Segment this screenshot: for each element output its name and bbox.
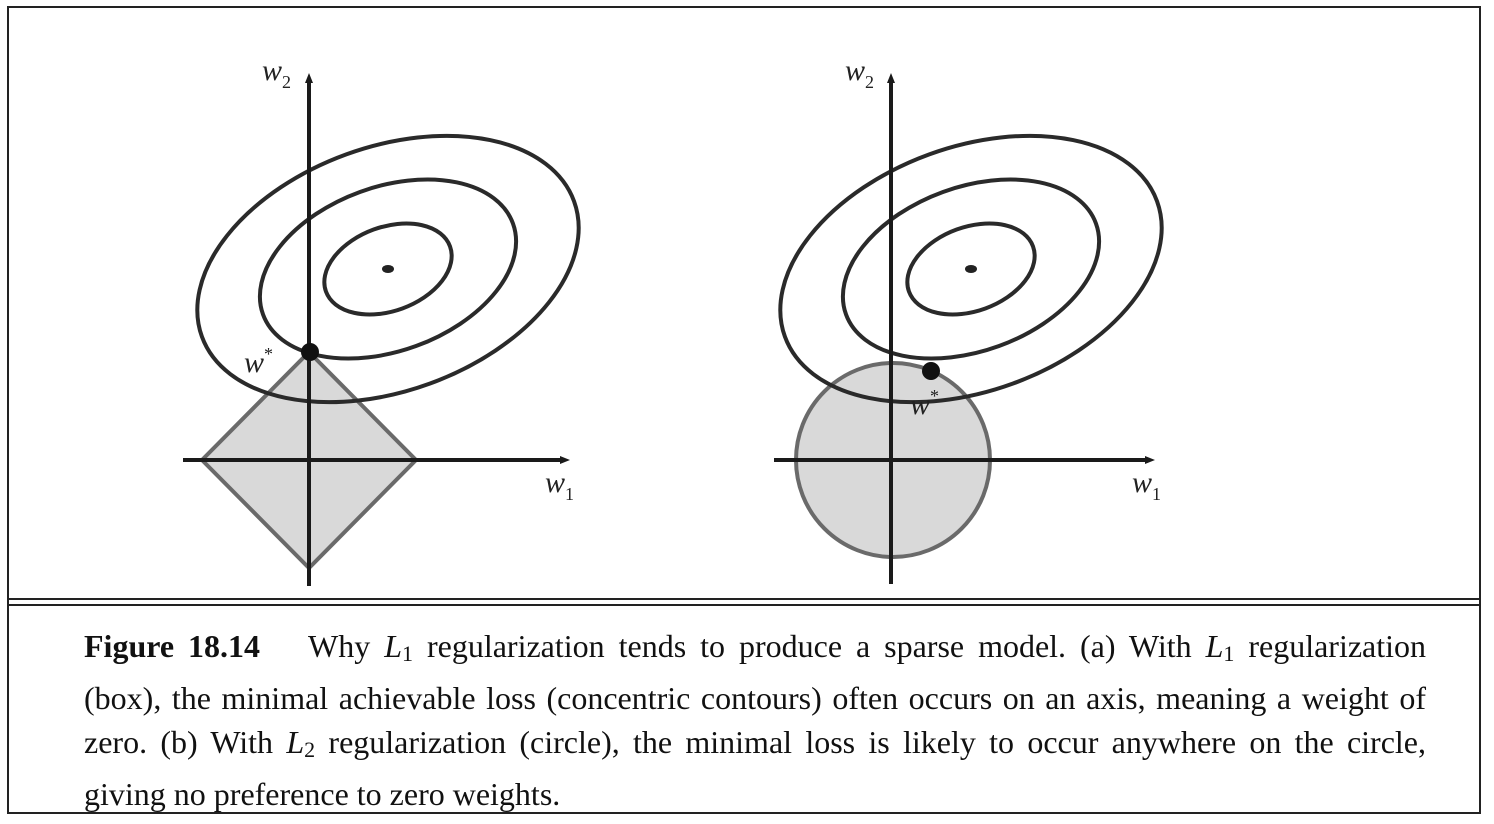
loss-minimum-point bbox=[382, 265, 394, 273]
optimum-point-a bbox=[301, 343, 319, 361]
x-axis-label-b: w1 bbox=[1132, 466, 1161, 504]
loss-contours-a bbox=[195, 133, 581, 405]
x-axis-label-a: w1 bbox=[545, 466, 574, 504]
caption-text-3: regularization (box), the minimal achiev… bbox=[84, 628, 1427, 760]
y-axis-label-b: w2 bbox=[845, 54, 874, 92]
l1-symbol-2: L1 bbox=[1205, 628, 1235, 666]
optimum-label-a: w* bbox=[244, 344, 273, 379]
caption-rule-top bbox=[7, 598, 1481, 600]
contour-inner bbox=[322, 221, 454, 317]
loss-contours-b bbox=[778, 133, 1164, 405]
contour-outer bbox=[778, 133, 1164, 405]
caption-text-4: regularization (circle), the minimal los… bbox=[84, 724, 1427, 812]
l2-symbol: L2 bbox=[286, 724, 316, 762]
figure-caption: Figure 18.14 Why L1 regularization tends … bbox=[84, 624, 1426, 816]
caption-text-2: regularization tends to produce a sparse… bbox=[413, 628, 1206, 664]
caption-text-1: Why bbox=[308, 628, 385, 664]
figure-diagram: w1 w2 w* w1 w2 w* bbox=[183, 54, 1164, 586]
optimum-point-b bbox=[922, 362, 940, 380]
contour-outer bbox=[195, 133, 581, 405]
panel-b: w1 w2 w* bbox=[774, 54, 1164, 584]
l1-symbol: L1 bbox=[384, 628, 413, 666]
figure-number: Figure 18.14 bbox=[84, 628, 261, 664]
optimum-label-b: w* bbox=[910, 386, 939, 421]
contour-middle bbox=[257, 177, 519, 361]
contour-middle bbox=[840, 177, 1102, 361]
panel-a: w1 w2 w* bbox=[183, 54, 581, 586]
y-axis-label-a: w2 bbox=[262, 54, 291, 92]
loss-minimum-point bbox=[965, 265, 977, 273]
caption-rule-bottom bbox=[7, 604, 1481, 606]
figure-frame bbox=[7, 6, 1481, 814]
contour-inner bbox=[905, 221, 1037, 317]
